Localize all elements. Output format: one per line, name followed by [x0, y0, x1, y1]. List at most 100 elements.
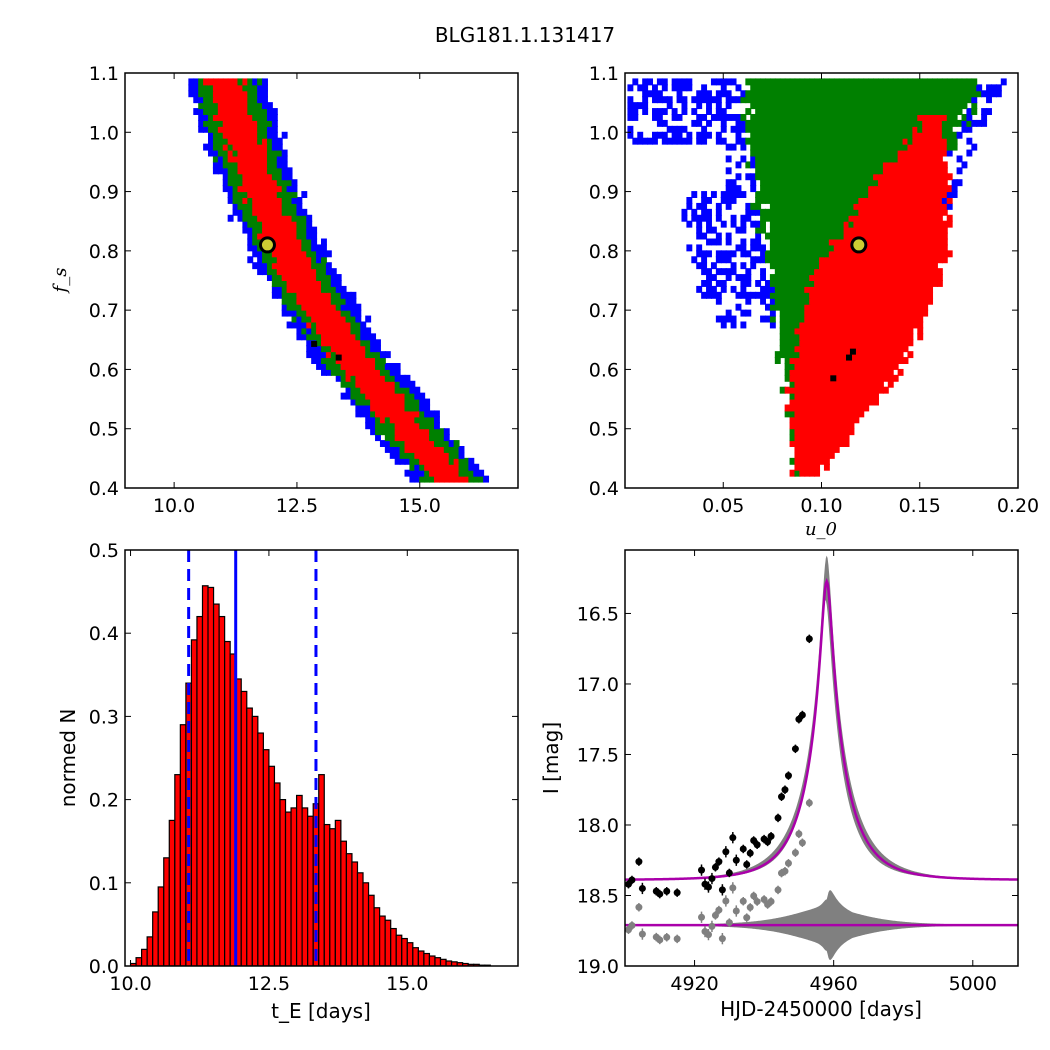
heatmap-cell — [217, 90, 224, 98]
heatmap-cell — [868, 78, 875, 86]
heatmap-cell — [222, 131, 229, 139]
heatmap-cell — [838, 232, 845, 240]
heatmap-cell — [809, 374, 816, 382]
heatmap-cell — [853, 380, 860, 388]
heatmap-cell — [252, 197, 259, 204]
heatmap-cell — [784, 191, 791, 198]
heatmap-cell — [779, 327, 786, 335]
heatmap-cell — [833, 374, 840, 382]
heatmap-cell — [291, 226, 298, 234]
heatmap-cell — [286, 250, 293, 258]
heatmap-cell — [941, 244, 948, 252]
heatmap-cell — [892, 108, 899, 115]
heatmap-cell — [217, 155, 224, 163]
heatmap-cell — [887, 250, 894, 258]
heatmap-cell — [823, 398, 830, 406]
heatmap-cell — [232, 119, 239, 127]
heatmap-cell — [809, 262, 816, 270]
heatmap-cell — [804, 416, 811, 424]
heatmap-cell — [325, 309, 332, 317]
heatmap-cell — [907, 191, 914, 198]
heatmap-cell — [932, 78, 938, 86]
histogram-bar — [295, 794, 303, 966]
heatmap-cell — [774, 155, 781, 163]
data-point — [729, 834, 737, 842]
heatmap-cell — [276, 161, 283, 169]
heatmap-cell — [941, 84, 948, 92]
heatmap-cell — [296, 232, 303, 240]
heatmap-cell — [887, 321, 894, 329]
residual-point — [628, 922, 636, 930]
heatmap-cell — [789, 179, 796, 187]
heatmap-cell — [720, 108, 727, 115]
heatmap-cell — [838, 363, 845, 370]
heatmap-cell — [448, 457, 455, 465]
heatmap-cell — [912, 137, 919, 145]
heatmap-cell — [887, 167, 894, 175]
data-point — [656, 890, 664, 898]
heatmap-cell — [281, 309, 288, 317]
heatmap-cell — [262, 90, 268, 98]
heatmap-cell — [384, 428, 391, 436]
heatmap-cell — [804, 386, 811, 394]
heatmap-cell — [902, 155, 909, 163]
heatmap-cell — [868, 179, 875, 187]
heatmap-cell — [986, 84, 992, 92]
heatmap-cell — [637, 131, 644, 139]
heatmap-cell — [784, 262, 791, 270]
heatmap-cell — [262, 167, 268, 175]
heatmap-cell — [764, 102, 771, 110]
heatmap-cell — [843, 131, 850, 139]
heatmap-cell — [877, 202, 884, 210]
heatmap-cell — [912, 226, 919, 234]
heatmap-cell — [902, 90, 909, 98]
heatmap-cell — [769, 315, 776, 323]
heatmap-cell — [804, 357, 811, 364]
heatmap-cell — [843, 108, 850, 115]
heatmap-cell — [779, 208, 786, 216]
heatmap-cell — [789, 457, 796, 465]
heatmap-cell — [750, 291, 757, 299]
heatmap-cell — [877, 226, 884, 234]
heatmap-cell — [755, 102, 762, 110]
heatmap-cell — [907, 202, 914, 210]
heatmap-cell — [922, 78, 929, 86]
heatmap-cell — [961, 102, 968, 110]
heatmap-cell — [789, 161, 796, 169]
heatmap-cell — [266, 208, 273, 216]
heatmap-cell — [355, 303, 362, 311]
heatmap-cell — [306, 339, 313, 347]
heatmap-cell — [424, 451, 431, 459]
heatmap-cell — [833, 90, 840, 98]
heatmap-cell — [750, 244, 757, 252]
heatmap-cell — [853, 309, 860, 317]
heatmap-cell — [281, 220, 288, 228]
heatmap-cell — [799, 422, 806, 430]
heatmap-cell — [296, 208, 303, 216]
heatmap-cell — [448, 475, 455, 483]
heatmap-cell — [848, 262, 855, 270]
heatmap-cell — [760, 244, 766, 252]
heatmap-cell — [399, 434, 406, 442]
heatmap-cell — [799, 208, 806, 216]
heatmap-cell — [897, 327, 904, 335]
heatmap-cell — [350, 309, 357, 317]
heatmap-cell — [848, 422, 855, 430]
heatmap-cell — [912, 291, 919, 299]
heatmap-cell — [823, 262, 830, 270]
heatmap-cell — [809, 149, 816, 157]
heatmap-cell — [227, 161, 234, 169]
heatmap-cell — [877, 232, 884, 240]
heatmap-cell — [257, 108, 264, 115]
heatmap-cell — [769, 232, 776, 240]
heatmap-cell — [330, 268, 337, 276]
heatmap-cell — [853, 410, 860, 418]
heatmap-cell — [887, 363, 894, 370]
heatmap-cell — [296, 238, 303, 246]
heatmap-cell — [799, 250, 806, 258]
heatmap-cell — [701, 191, 708, 198]
heatmap-cell — [311, 256, 318, 264]
heatmap-cell — [271, 226, 278, 234]
heatmap-cell — [281, 238, 288, 246]
heatmap-cell — [247, 155, 254, 163]
